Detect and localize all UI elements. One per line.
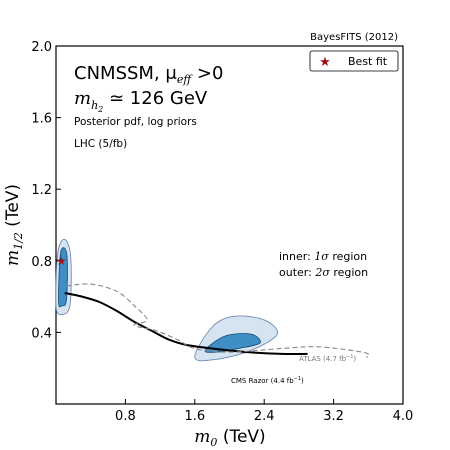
y-tick-label: 1.2 [31,183,52,198]
best-fit-star-icon: ★ [56,254,67,268]
x-tick-label: 4.0 [393,409,414,424]
x-axis-label: m0 (TeV) [194,427,265,449]
chart-subtitle: mh2 ≃ 126 GeV [74,88,208,114]
legend-label: Best fit [348,55,388,68]
info-line-1: Posterior pdf, log priors [74,116,197,128]
region-note-outer: outer: 2σ region [279,266,368,279]
regions-layer [55,238,279,362]
atlas-label: ATLAS (4.7 fb−1) [299,354,356,363]
legend-box [309,50,399,72]
cms-label: CMS Razor (4.4 fb−1) [231,376,304,385]
plot-frame [55,45,404,405]
ticks-layer: 0.8 1.6 2.4 3.2 4.0 0.4 0.8 1.2 1.6 2.0 [31,40,413,424]
y-tick-label: 2.0 [31,40,52,55]
x-tick-label: 0.8 [115,409,136,424]
y-tick-label: 0.8 [31,255,52,270]
legend-star-icon: ★ [319,55,331,70]
x-tick-label: 1.6 [184,409,205,424]
y-tick-label: 1.6 [31,112,52,127]
limits-layer [64,283,370,358]
chart-title: CNMSSM, μeff >0 [74,63,223,86]
atlas-limit-line [66,283,370,358]
cms-limit-line [64,292,308,356]
y-axis-label: m1/2 (TeV) [3,184,25,266]
info-line-2: LHC (5/fb) [74,138,127,150]
region-note-inner: inner: 1σ region [279,250,367,263]
y-tick-label: 0.4 [31,326,52,341]
source-label: BayesFITS (2012) [310,32,398,43]
legend: ★ Best fit [309,50,399,72]
x-tick-label: 2.4 [254,409,275,424]
x-tick-label: 3.2 [323,409,344,424]
